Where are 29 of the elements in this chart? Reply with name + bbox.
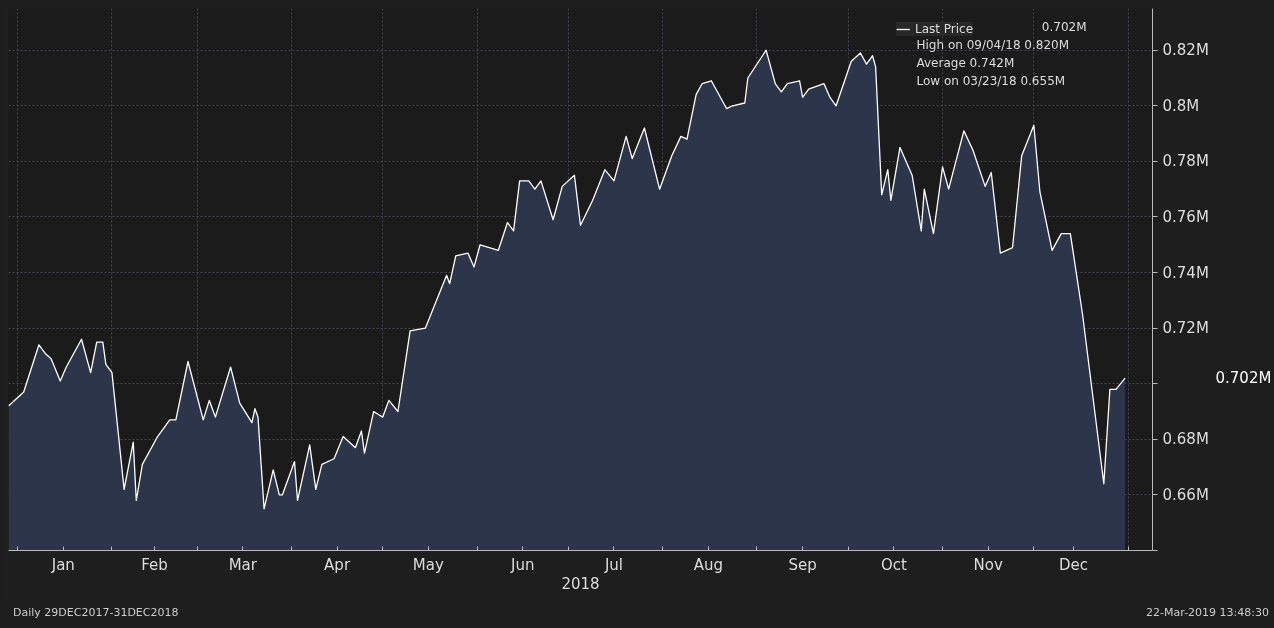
y-tick-label: 0.68M [1162,430,1209,449]
x-tick-label: Aug [693,555,723,574]
annotation: High on 09/04/18 0.820M [916,37,1070,52]
y-tick-label: 0.78M [1162,152,1209,171]
x-tick-label: Oct [880,555,907,574]
x-tick-label: Apr [324,555,351,574]
annotation: 0.702M [1041,19,1087,34]
y-tick-label: 0.74M [1162,263,1209,282]
y-tick-label: 0.82M [1162,41,1209,60]
text: 22-Mar-2019 13:48:30 [1146,605,1269,621]
legend-label: Last Price [915,22,974,36]
x-axis-title: 2018 [561,574,600,593]
x-tick-label: Dec [1058,555,1088,574]
y-tick-label: 0.72M [1162,319,1209,338]
x-tick-label: Nov [973,555,1003,574]
x-tick-label: Sep [788,555,817,574]
y-tick-label: 0.76M [1162,207,1209,226]
annotation: Average 0.742M [916,55,1015,70]
y-tick-label: 0.8M [1162,96,1200,115]
x-tick-label: Mar [228,555,258,574]
x-tick-label: Jan [50,555,75,574]
x-tick-label: Jul [603,555,624,574]
y-tick-label: 0.66M [1162,485,1209,504]
x-tick-label: May [412,555,444,574]
text: Daily 29DEC2017-31DEC2018 [13,605,179,621]
annotation: Low on 03/23/18 0.655M [916,73,1066,88]
text: 0.702M [1215,369,1272,388]
x-tick-label: Feb [141,555,168,574]
x-tick-label: Jun [509,555,535,574]
